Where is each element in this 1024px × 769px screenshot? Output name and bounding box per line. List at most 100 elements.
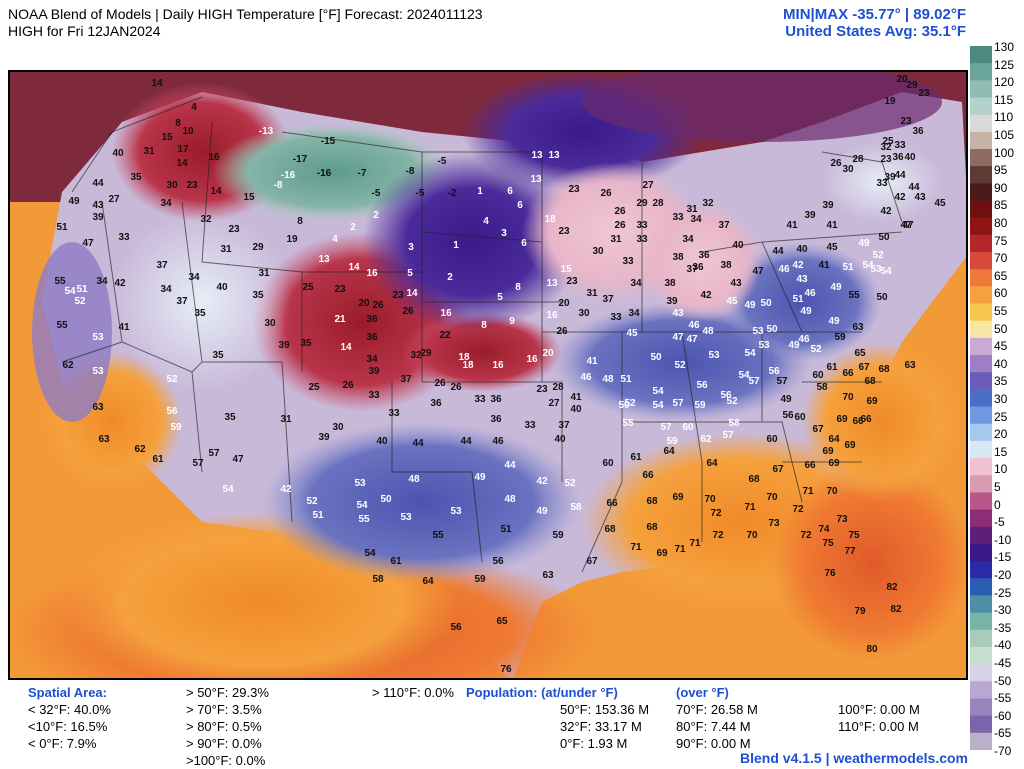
- population-stat: 70°F: 26.58 M: [676, 702, 758, 717]
- colorbar-swatch: [970, 423, 992, 442]
- temperature-label: 20: [896, 74, 908, 85]
- temperature-label: 43: [796, 274, 808, 285]
- temperature-label: 69: [822, 446, 834, 457]
- population-stat: 32°F: 33.17 M: [560, 719, 642, 734]
- colorbar-swatches: [970, 46, 992, 751]
- colorbar-tick-label: -55: [994, 691, 1012, 706]
- temperature-label: 51: [312, 510, 324, 521]
- footer-credit[interactable]: Blend v4.1.5 | weathermodels.com: [740, 750, 968, 766]
- temperature-label: 6: [507, 186, 513, 197]
- temperature-label: 53: [752, 326, 764, 337]
- temperature-label: 35: [300, 338, 312, 349]
- colorbar-tick-label: -35: [994, 620, 1012, 635]
- temperature-label: 8: [297, 216, 303, 227]
- temperature-label: 71: [674, 544, 686, 555]
- temperature-label: 37: [718, 220, 730, 231]
- colorbar-tick-label: 5: [994, 480, 1001, 494]
- temperature-label: 59: [666, 436, 678, 447]
- temperature-label: 40: [376, 436, 388, 447]
- temperature-label: 40: [554, 434, 566, 445]
- temperature-label: 67: [858, 362, 870, 373]
- temperature-label: 36: [366, 332, 378, 343]
- temperature-label: 14: [210, 186, 222, 197]
- temperature-label: 23: [392, 290, 404, 301]
- temperature-label: 34: [96, 276, 108, 287]
- temperature-label: 31: [686, 204, 698, 215]
- temperature-label: 42: [894, 192, 906, 203]
- temperature-label: 46: [492, 436, 504, 447]
- temperature-label: 52: [166, 374, 178, 385]
- colorbar-tick-label: -40: [994, 638, 1012, 653]
- temperature-label: 50: [618, 400, 630, 411]
- temperature-label: 77: [844, 546, 856, 557]
- temperature-label: 50: [650, 352, 662, 363]
- temperature-label: 13: [546, 278, 558, 289]
- colorbar-swatch: [970, 492, 992, 511]
- temperature-label: 32: [880, 142, 892, 153]
- population-col-2: 70°F: 26.58 M 80°F: 7.44 M 90°F: 0.00 M: [676, 701, 758, 752]
- temperature-label: 71: [802, 486, 814, 497]
- temperature-label: 16: [440, 308, 452, 319]
- temperature-label: 64: [663, 446, 675, 457]
- temperature-label: 15: [243, 192, 255, 203]
- temperature-label: 61: [152, 454, 164, 465]
- temperature-label: 34: [630, 278, 642, 289]
- temperature-label: 44: [772, 246, 784, 257]
- temperature-label: 54: [64, 286, 76, 297]
- temperature-label: 70: [746, 530, 758, 541]
- temperature-label: 2: [350, 222, 356, 233]
- temperature-label: 66: [842, 368, 854, 379]
- temperature-label: 64: [706, 458, 718, 469]
- temperature-label: 47: [900, 220, 912, 231]
- temperature-label: 58: [816, 382, 828, 393]
- temperature-label: 31: [586, 288, 598, 299]
- temperature-label: 22: [439, 330, 451, 341]
- temperature-label: 40: [112, 148, 124, 159]
- temperature-label: 57: [776, 376, 788, 387]
- population-over-title: (over °F): [676, 684, 729, 701]
- temperature-label: 23: [558, 226, 570, 237]
- population-col-3: 100°F: 0.00 M 110°F: 0.00 M: [838, 701, 920, 735]
- temperature-label: 34: [160, 284, 172, 295]
- colorbar-tick-label: 115: [994, 92, 1014, 107]
- temperature-label: 47: [902, 220, 914, 231]
- temperature-label: 32: [200, 214, 212, 225]
- temperature-label: 68: [646, 496, 658, 507]
- temperature-label: 49: [780, 394, 792, 405]
- temperature-label: 82: [886, 582, 898, 593]
- colorbar-tick-label: 90: [994, 180, 1008, 195]
- temperature-label: 2: [373, 210, 379, 221]
- population-title: Population: (at/under °F): [466, 684, 618, 701]
- colorbar-tick-label: 55: [994, 304, 1008, 318]
- temperature-label: 68: [878, 364, 890, 375]
- population-stat: 80°F: 7.44 M: [676, 719, 751, 734]
- temperature-label: -16: [317, 168, 332, 179]
- temperature-label: 37: [400, 374, 412, 385]
- temperature-label: 20: [542, 348, 554, 359]
- colorbar-swatch: [970, 440, 992, 459]
- temperature-label: 41: [586, 356, 598, 367]
- colorbar-swatch: [970, 543, 992, 562]
- temperature-label: 34: [682, 234, 694, 245]
- temperature-label: 71: [689, 538, 701, 549]
- temperature-label: 26: [342, 380, 354, 391]
- colorbar-swatch: [970, 475, 992, 494]
- temperature-label: 19: [884, 96, 896, 107]
- colorbar-tick-label: 45: [994, 339, 1008, 354]
- colorbar-swatch: [970, 286, 992, 305]
- spatial-col-1: Spatial Area: < 32°F: 40.0% <10°F: 16.5%…: [28, 684, 111, 752]
- temperature-label: 44: [908, 182, 920, 193]
- colorbar-tick-label: -45: [994, 656, 1012, 670]
- temperature-label: 26: [434, 378, 446, 389]
- temperature-label: 13: [548, 150, 560, 161]
- temperature-label: 15: [560, 264, 572, 275]
- temperature-label: 40: [796, 244, 808, 255]
- temperature-label: 26: [614, 220, 626, 231]
- temperature-label: 53: [708, 350, 720, 361]
- temperature-label: 45: [626, 328, 638, 339]
- temperature-label: 23: [880, 154, 892, 165]
- temperature-label: -15: [321, 136, 336, 147]
- temperature-label: 25: [302, 282, 314, 293]
- temperature-label: 49: [474, 472, 486, 483]
